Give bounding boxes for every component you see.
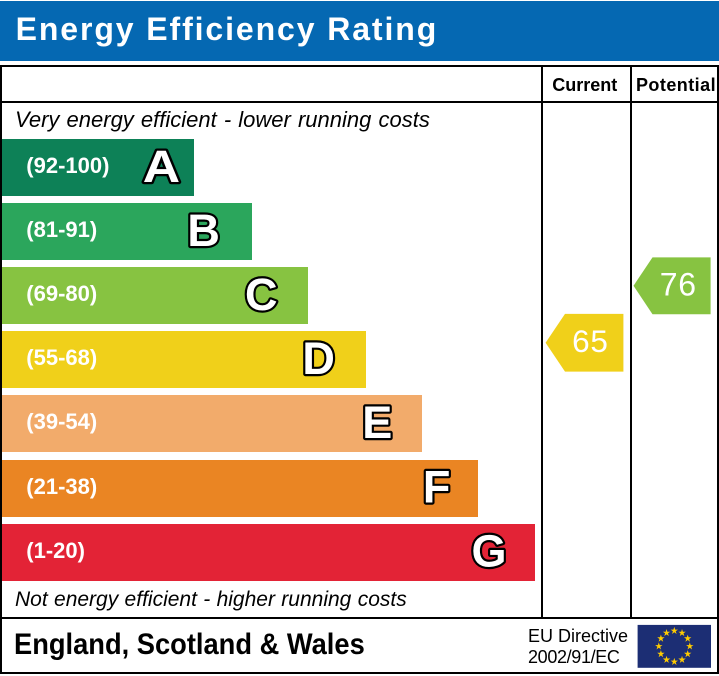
svg-text:76: 76 — [660, 266, 697, 302]
svg-text:F: F — [423, 461, 451, 512]
svg-text:G: G — [471, 525, 506, 576]
svg-text:A: A — [143, 142, 180, 192]
svg-text:E: E — [362, 397, 392, 448]
svg-text:C: C — [245, 269, 278, 320]
svg-text:65: 65 — [572, 323, 609, 359]
svg-text:D: D — [302, 333, 335, 384]
svg-text:B: B — [187, 205, 220, 256]
